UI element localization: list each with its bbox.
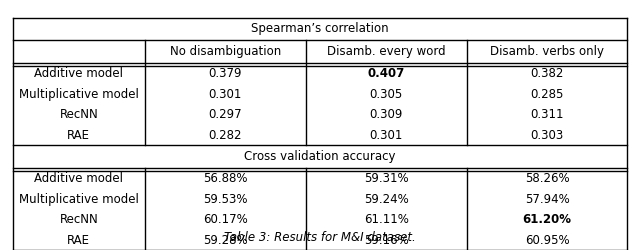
Text: 0.305: 0.305 <box>370 88 403 101</box>
Text: 0.301: 0.301 <box>370 129 403 142</box>
Text: RAE: RAE <box>67 234 90 247</box>
Text: Table 3: Results for M&I dataset.: Table 3: Results for M&I dataset. <box>224 231 416 244</box>
Text: 0.297: 0.297 <box>209 108 242 121</box>
Text: 59.53%: 59.53% <box>203 193 248 206</box>
Text: RAE: RAE <box>67 129 90 142</box>
Text: 0.407: 0.407 <box>368 67 405 80</box>
Text: 60.17%: 60.17% <box>203 213 248 226</box>
Text: 0.311: 0.311 <box>531 108 564 121</box>
Text: 0.285: 0.285 <box>531 88 564 101</box>
Text: 0.379: 0.379 <box>209 67 242 80</box>
Text: 60.95%: 60.95% <box>525 234 570 247</box>
Text: RecNN: RecNN <box>60 213 98 226</box>
Text: Disamb. every word: Disamb. every word <box>327 46 445 59</box>
Text: 58.26%: 58.26% <box>525 172 570 185</box>
Text: 59.28%: 59.28% <box>203 234 248 247</box>
Text: 59.16%: 59.16% <box>364 234 409 247</box>
Text: 0.303: 0.303 <box>531 129 564 142</box>
Text: Spearman’s correlation: Spearman’s correlation <box>251 22 389 36</box>
Text: 0.301: 0.301 <box>209 88 242 101</box>
Text: 61.20%: 61.20% <box>522 213 572 226</box>
Text: 56.88%: 56.88% <box>203 172 248 185</box>
Text: 59.31%: 59.31% <box>364 172 409 185</box>
Text: 0.382: 0.382 <box>531 67 564 80</box>
Text: Multiplicative model: Multiplicative model <box>19 88 139 101</box>
Text: Cross validation accuracy: Cross validation accuracy <box>244 150 396 164</box>
Text: RecNN: RecNN <box>60 108 98 121</box>
Text: Additive model: Additive model <box>35 172 124 185</box>
Text: 0.282: 0.282 <box>209 129 242 142</box>
Text: 61.11%: 61.11% <box>364 213 409 226</box>
Text: No disambiguation: No disambiguation <box>170 46 281 59</box>
Text: Disamb. verbs only: Disamb. verbs only <box>490 46 604 59</box>
Text: Additive model: Additive model <box>35 67 124 80</box>
Text: 0.309: 0.309 <box>370 108 403 121</box>
Text: 57.94%: 57.94% <box>525 193 570 206</box>
Text: 59.24%: 59.24% <box>364 193 409 206</box>
Text: Multiplicative model: Multiplicative model <box>19 193 139 206</box>
